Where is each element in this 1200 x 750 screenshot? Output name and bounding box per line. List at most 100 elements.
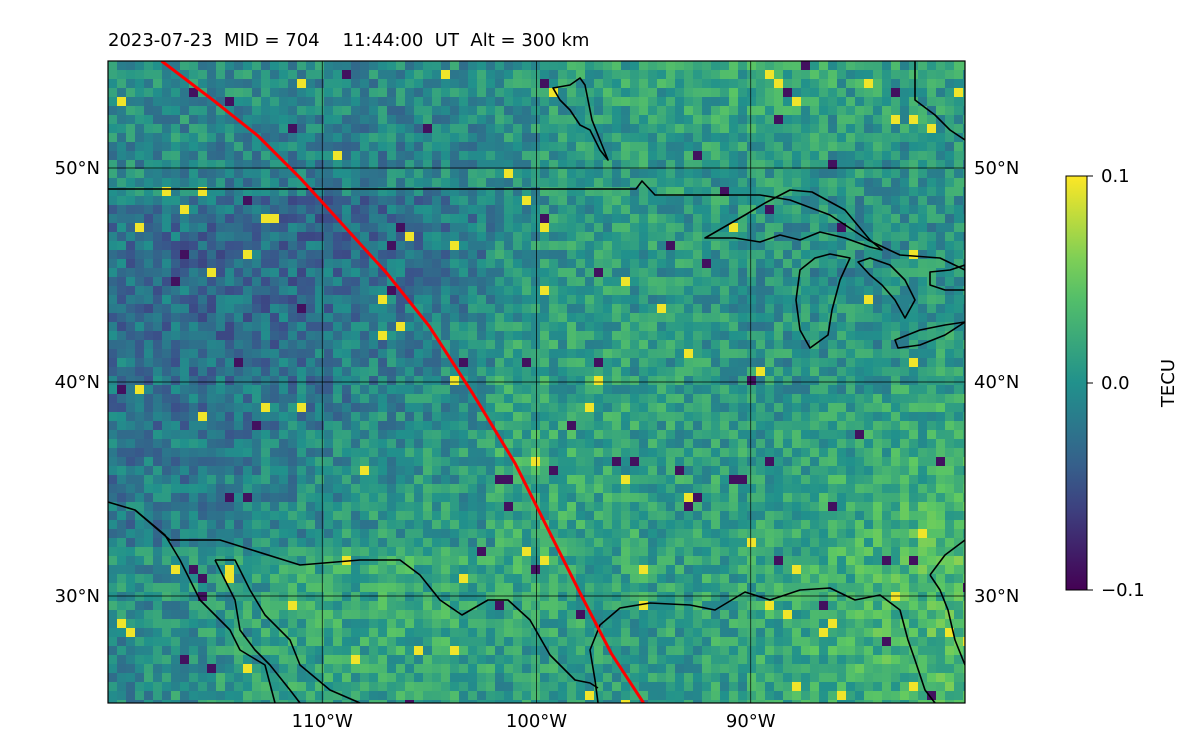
tec-cell (603, 106, 613, 116)
tec-cell (324, 196, 334, 206)
tec-cell (450, 421, 460, 431)
tec-cell (504, 196, 514, 206)
tec-cell (144, 124, 154, 134)
tec-cell (198, 313, 208, 323)
tec-cell (297, 250, 307, 260)
tec-cell (189, 331, 199, 341)
tec-cell (450, 277, 460, 287)
tec-cell (180, 484, 190, 494)
tec-cell (288, 322, 298, 332)
tec-cell (117, 187, 127, 197)
tec-cell (756, 61, 766, 71)
tec-cell (657, 133, 667, 143)
tec-cell (468, 79, 478, 89)
tec-cell (666, 502, 676, 512)
tec-cell (675, 133, 685, 143)
tec-cell (747, 115, 757, 125)
tec-cell (288, 502, 298, 512)
tec-cell (378, 520, 388, 530)
tec-cell (522, 115, 532, 125)
tec-cell (414, 475, 424, 485)
tec-cell (567, 295, 577, 305)
tec-cell (108, 394, 118, 404)
tec-cell (702, 223, 712, 233)
tec-cell (720, 124, 730, 134)
tec-cell (630, 286, 640, 296)
tec-cell (261, 187, 271, 197)
tec-cell (711, 277, 721, 287)
tec-cell (792, 349, 802, 359)
tec-cell (756, 340, 766, 350)
tec-cell (684, 358, 694, 368)
tec-cell (189, 502, 199, 512)
tec-cell (369, 376, 379, 386)
tec-cell (153, 331, 163, 341)
tec-cell (396, 241, 406, 251)
tec-cell (396, 511, 406, 521)
tec-cell (792, 196, 802, 206)
tec-cell (513, 106, 523, 116)
tec-cell (810, 439, 820, 449)
tec-cell (279, 196, 289, 206)
tec-cell (432, 457, 442, 467)
tec-cell (684, 502, 694, 512)
tec-cell (909, 367, 919, 377)
tec-cell (468, 466, 478, 476)
tec-cell (864, 466, 874, 476)
tec-cell (189, 466, 199, 476)
tec-cell (684, 349, 694, 359)
tec-cell (837, 142, 847, 152)
tec-cell (765, 286, 775, 296)
tec-cell (243, 331, 253, 341)
tec-cell (441, 394, 451, 404)
tec-cell (873, 367, 883, 377)
tec-cell (477, 358, 487, 368)
tec-cell (117, 277, 127, 287)
tec-cell (441, 196, 451, 206)
tec-cell (729, 268, 739, 278)
tec-cell (954, 151, 964, 161)
tec-cell (702, 160, 712, 170)
tec-cell (855, 475, 865, 485)
tec-cell (549, 502, 559, 512)
tec-cell (351, 475, 361, 485)
tec-cell (936, 457, 946, 467)
tec-cell (567, 448, 577, 458)
tec-cell (720, 385, 730, 395)
tec-cell (414, 241, 424, 251)
tec-cell (774, 124, 784, 134)
tec-cell (441, 475, 451, 485)
tec-cell (540, 70, 550, 80)
tec-cell (729, 61, 739, 71)
tec-cell (810, 331, 820, 341)
tec-cell (567, 133, 577, 143)
tec-cell (207, 448, 217, 458)
tec-cell (126, 124, 136, 134)
tec-cell (531, 340, 541, 350)
tec-cell (918, 268, 928, 278)
tec-cell (873, 475, 883, 485)
tec-cell (261, 475, 271, 485)
tec-cell (783, 286, 793, 296)
tec-cell (495, 97, 505, 107)
tec-cell (468, 286, 478, 296)
tec-cell (873, 133, 883, 143)
tec-cell (477, 412, 487, 422)
tec-cell (711, 241, 721, 251)
tec-cell (522, 106, 532, 116)
tec-cell (171, 178, 181, 188)
tec-cell (666, 394, 676, 404)
tec-cell (207, 421, 217, 431)
tec-cell (882, 439, 892, 449)
tec-cell (369, 322, 379, 332)
tec-cell (603, 331, 613, 341)
tec-cell (855, 421, 865, 431)
tec-cell (594, 421, 604, 431)
tec-cell (513, 448, 523, 458)
tec-cell (711, 322, 721, 332)
tec-cell (297, 349, 307, 359)
tec-cell (594, 259, 604, 269)
tec-cell (936, 412, 946, 422)
tec-cell (144, 412, 154, 422)
tec-cell (675, 277, 685, 287)
